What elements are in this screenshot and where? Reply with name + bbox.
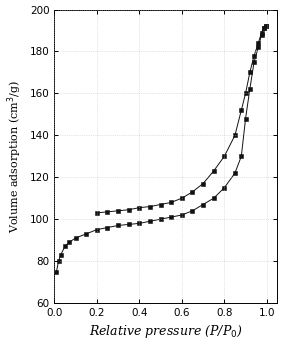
X-axis label: Relative pressure (P/P$_0$): Relative pressure (P/P$_0$) [89, 324, 243, 340]
Y-axis label: Volume adsorption (cm$^3$/g): Volume adsorption (cm$^3$/g) [6, 80, 24, 233]
